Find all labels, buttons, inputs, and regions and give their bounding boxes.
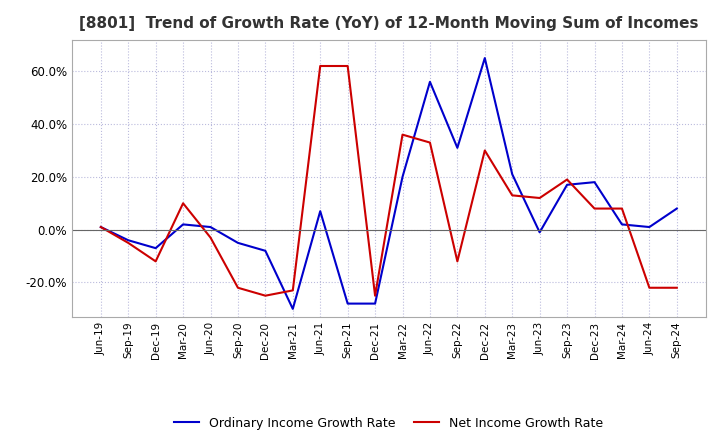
Net Income Growth Rate: [563, 177, 572, 182]
Ordinary Income Growth Rate: [343, 301, 352, 306]
Ordinary Income Growth Rate: [206, 224, 215, 230]
Net Income Growth Rate: [206, 235, 215, 240]
Ordinary Income Growth Rate: [316, 209, 325, 214]
Ordinary Income Growth Rate: [151, 246, 160, 251]
Ordinary Income Growth Rate: [672, 206, 681, 211]
Ordinary Income Growth Rate: [371, 301, 379, 306]
Legend: Ordinary Income Growth Rate, Net Income Growth Rate: Ordinary Income Growth Rate, Net Income …: [169, 412, 608, 435]
Ordinary Income Growth Rate: [590, 180, 599, 185]
Net Income Growth Rate: [536, 195, 544, 201]
Net Income Growth Rate: [645, 285, 654, 290]
Title: [8801]  Trend of Growth Rate (YoY) of 12-Month Moving Sum of Incomes: [8801] Trend of Growth Rate (YoY) of 12-…: [79, 16, 698, 32]
Ordinary Income Growth Rate: [233, 240, 242, 246]
Ordinary Income Growth Rate: [179, 222, 187, 227]
Net Income Growth Rate: [371, 293, 379, 298]
Ordinary Income Growth Rate: [563, 182, 572, 187]
Ordinary Income Growth Rate: [96, 224, 105, 230]
Net Income Growth Rate: [233, 285, 242, 290]
Net Income Growth Rate: [289, 288, 297, 293]
Net Income Growth Rate: [590, 206, 599, 211]
Line: Net Income Growth Rate: Net Income Growth Rate: [101, 66, 677, 296]
Net Income Growth Rate: [151, 259, 160, 264]
Ordinary Income Growth Rate: [426, 79, 434, 84]
Net Income Growth Rate: [453, 259, 462, 264]
Ordinary Income Growth Rate: [480, 55, 489, 61]
Ordinary Income Growth Rate: [618, 222, 626, 227]
Ordinary Income Growth Rate: [536, 230, 544, 235]
Net Income Growth Rate: [124, 240, 132, 246]
Net Income Growth Rate: [480, 148, 489, 153]
Net Income Growth Rate: [398, 132, 407, 137]
Net Income Growth Rate: [261, 293, 270, 298]
Ordinary Income Growth Rate: [645, 224, 654, 230]
Net Income Growth Rate: [672, 285, 681, 290]
Line: Ordinary Income Growth Rate: Ordinary Income Growth Rate: [101, 58, 677, 309]
Ordinary Income Growth Rate: [508, 172, 516, 177]
Net Income Growth Rate: [426, 140, 434, 145]
Net Income Growth Rate: [508, 193, 516, 198]
Net Income Growth Rate: [343, 63, 352, 69]
Ordinary Income Growth Rate: [453, 145, 462, 150]
Net Income Growth Rate: [618, 206, 626, 211]
Ordinary Income Growth Rate: [289, 306, 297, 312]
Ordinary Income Growth Rate: [261, 248, 270, 253]
Net Income Growth Rate: [96, 224, 105, 230]
Net Income Growth Rate: [179, 201, 187, 206]
Ordinary Income Growth Rate: [398, 174, 407, 180]
Net Income Growth Rate: [316, 63, 325, 69]
Ordinary Income Growth Rate: [124, 238, 132, 243]
